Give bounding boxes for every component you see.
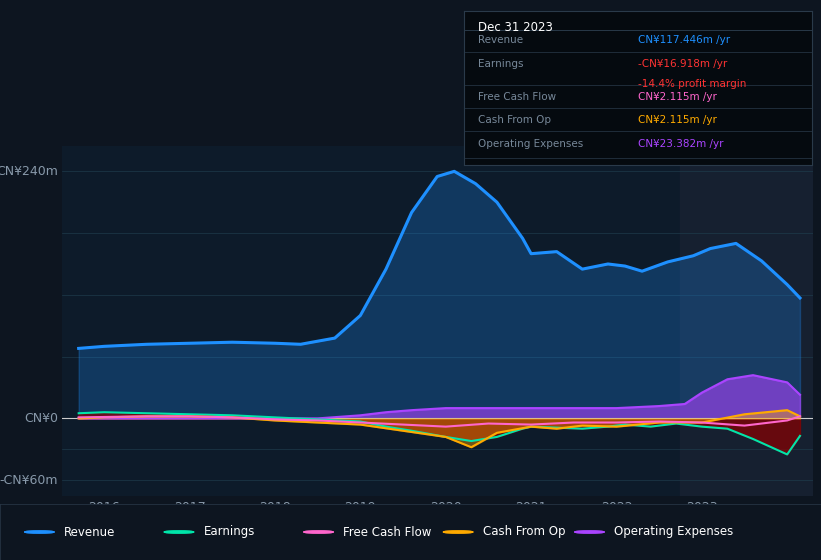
Text: -CN¥16.918m /yr: -CN¥16.918m /yr xyxy=(638,59,727,68)
Text: Free Cash Flow: Free Cash Flow xyxy=(343,525,432,539)
Text: -CN¥60m: -CN¥60m xyxy=(0,474,57,487)
Text: CN¥0: CN¥0 xyxy=(24,412,57,425)
Circle shape xyxy=(575,531,604,533)
Text: CN¥240m: CN¥240m xyxy=(0,165,57,178)
Text: Free Cash Flow: Free Cash Flow xyxy=(478,92,556,102)
Text: Revenue: Revenue xyxy=(64,525,116,539)
Text: Operating Expenses: Operating Expenses xyxy=(614,525,733,539)
Text: Earnings: Earnings xyxy=(204,525,255,539)
Circle shape xyxy=(304,531,333,533)
Text: Cash From Op: Cash From Op xyxy=(483,525,565,539)
Text: CN¥2.115m /yr: CN¥2.115m /yr xyxy=(638,92,717,102)
Text: Cash From Op: Cash From Op xyxy=(478,115,551,125)
Text: Revenue: Revenue xyxy=(478,35,523,45)
Circle shape xyxy=(25,531,54,533)
Circle shape xyxy=(443,531,473,533)
Text: CN¥23.382m /yr: CN¥23.382m /yr xyxy=(638,139,723,150)
Circle shape xyxy=(164,531,194,533)
Bar xyxy=(681,146,813,496)
Text: Earnings: Earnings xyxy=(478,59,523,68)
Text: CN¥117.446m /yr: CN¥117.446m /yr xyxy=(638,35,730,45)
Text: CN¥2.115m /yr: CN¥2.115m /yr xyxy=(638,115,717,125)
Text: Operating Expenses: Operating Expenses xyxy=(478,139,583,150)
Text: -14.4% profit margin: -14.4% profit margin xyxy=(638,78,746,88)
Text: Dec 31 2023: Dec 31 2023 xyxy=(478,21,553,34)
